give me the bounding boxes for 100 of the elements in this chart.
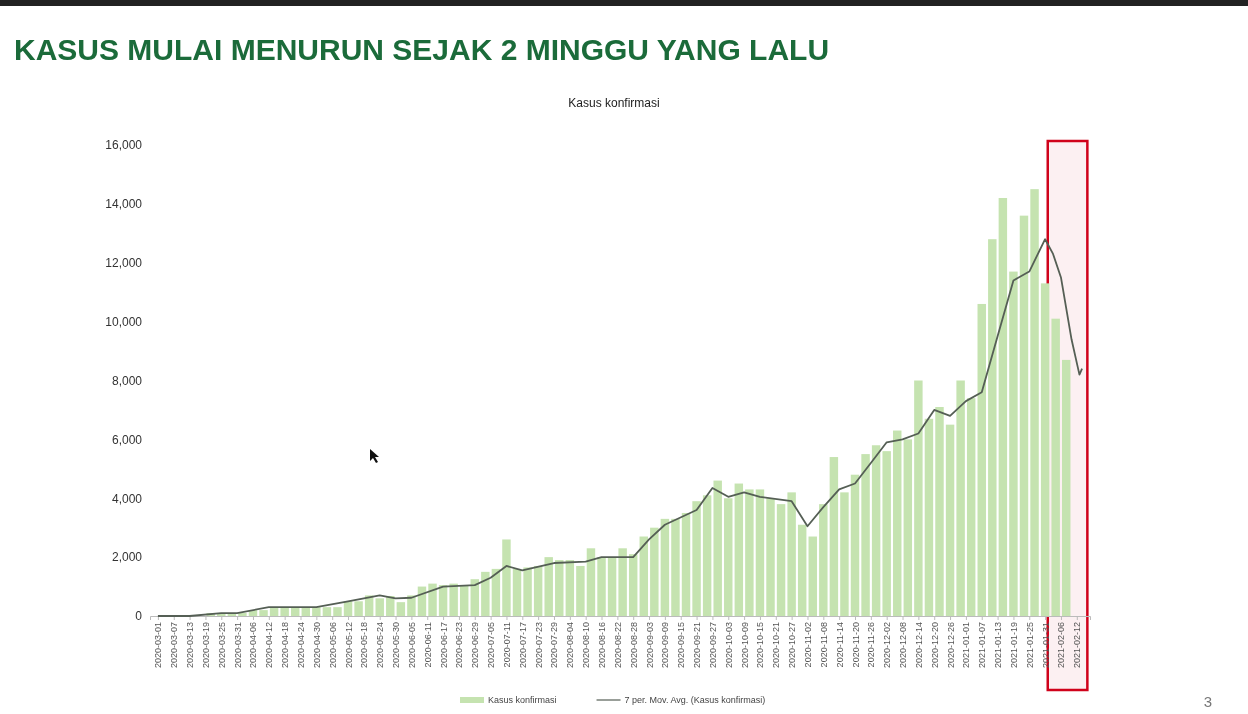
x-tick-label: 2020-08-28 — [628, 622, 639, 669]
x-tick-label: 2020-03-25 — [216, 622, 227, 669]
bar — [734, 483, 744, 616]
y-tick-label: 14,000 — [105, 197, 143, 212]
x-tick-label: 2020-12-14 — [913, 622, 924, 669]
x-tick-label: 2020-10-09 — [739, 622, 750, 669]
bar — [787, 492, 796, 616]
x-tick-label: 2020-08-22 — [612, 622, 623, 669]
bar — [259, 610, 268, 616]
bar — [745, 489, 754, 616]
line-series — [157, 238, 1083, 617]
bar — [354, 601, 363, 616]
bar — [808, 536, 817, 616]
bar — [861, 454, 870, 616]
bar — [438, 585, 448, 616]
y-tick-label: 4,000 — [111, 491, 143, 506]
x-tick-label: 2020-08-16 — [597, 622, 608, 669]
x-tick-label: 2021-02-06 — [1056, 622, 1067, 669]
bar — [555, 560, 564, 616]
x-tick-label: 2020-04-06 — [248, 622, 259, 669]
x-tick-label: 2020-11-02 — [802, 622, 813, 668]
y-tick-label: 8,000 — [111, 373, 143, 388]
x-tick-label: 2020-07-29 — [549, 622, 560, 669]
x-tick-label: 2020-11-26 — [866, 622, 877, 668]
bar — [966, 398, 976, 616]
bar — [988, 239, 997, 616]
bar — [797, 524, 807, 616]
x-tick-label: 2021-01-01 — [961, 622, 972, 669]
bar — [998, 197, 1008, 616]
bar — [523, 567, 532, 616]
x-tick-label: 2020-05-12 — [343, 622, 354, 669]
x-tick-label: 2020-10-21 — [771, 622, 782, 669]
bar — [491, 568, 501, 616]
bar — [893, 430, 902, 616]
x-tick-label: 2021-01-13 — [993, 622, 1004, 669]
x-tick-label: 2020-04-18 — [280, 622, 291, 669]
bar — [512, 568, 522, 616]
bar — [597, 557, 606, 616]
x-tick-label: 2021-02-12 — [1072, 622, 1083, 669]
bar — [660, 518, 670, 616]
bar — [618, 548, 627, 616]
x-tick-label: 2020-05-30 — [391, 622, 402, 669]
x-tick-label: 2020-04-12 — [264, 622, 275, 669]
x-tick-label: 2020-03-31 — [232, 622, 243, 669]
bar — [481, 571, 490, 616]
bar — [650, 527, 659, 616]
bar — [766, 498, 775, 616]
bar — [502, 539, 511, 616]
y-tick-label: 12,000 — [105, 256, 143, 271]
x-tick-label: 2020-03-19 — [200, 622, 211, 669]
x-tick-label: 2020-10-15 — [755, 622, 766, 669]
bar — [428, 583, 437, 616]
y-tick-label: 0 — [135, 609, 143, 624]
bar — [977, 303, 986, 616]
x-tick-label: 2020-06-23 — [454, 622, 465, 669]
y-tick-label: 10,000 — [105, 314, 143, 329]
bar — [1030, 189, 1039, 616]
bar — [681, 512, 691, 616]
x-tick-label: 2020-12-26 — [945, 622, 956, 669]
x-tick-label: 2020-05-06 — [327, 622, 338, 669]
bar — [639, 536, 648, 616]
x-tick-label: 2020-04-24 — [296, 622, 307, 669]
bar — [470, 579, 479, 616]
x-tick-label: 2020-12-20 — [929, 622, 940, 669]
bar — [882, 451, 891, 616]
x-tick-label: 2020-11-08 — [818, 622, 829, 668]
bar — [459, 585, 469, 616]
bar — [935, 406, 944, 616]
bar — [312, 607, 321, 616]
x-tick-label: 2020-09-09 — [660, 622, 671, 669]
text: 3 — [1203, 693, 1212, 710]
x-tick-label: 2020-07-17 — [517, 622, 528, 669]
bar — [914, 380, 923, 616]
x-tick-label: 2020-12-02 — [882, 622, 893, 669]
x-tick-label: 2020-03-07 — [169, 622, 180, 669]
x-tick-label: 2020-09-21 — [692, 622, 703, 669]
bar — [386, 595, 395, 616]
bar — [819, 504, 828, 616]
bar — [407, 595, 416, 616]
bar — [1051, 318, 1060, 616]
bar — [333, 607, 342, 616]
bar — [449, 583, 458, 616]
x-tick-label: 2020-09-03 — [644, 622, 655, 669]
bar — [840, 492, 849, 616]
bar — [871, 445, 881, 616]
bar — [1062, 359, 1071, 616]
x-tick-label: 2020-09-27 — [707, 622, 718, 669]
x-tick-label: 2020-06-29 — [470, 622, 481, 669]
x-tick-label: 2020-06-05 — [406, 622, 417, 669]
bar — [850, 474, 860, 616]
x-tick-label: 2020-07-05 — [486, 622, 497, 669]
x-tick-label: 2020-03-01 — [153, 622, 164, 669]
x-tick-label: 2020-09-15 — [676, 622, 687, 669]
x-tick-label: 2021-01-25 — [1024, 622, 1035, 669]
x-tick-label: 2020-12-08 — [898, 622, 909, 669]
bar — [628, 554, 638, 616]
x-tick-label: 2020-05-24 — [375, 622, 386, 669]
bar — [956, 380, 965, 616]
bar — [903, 439, 913, 616]
bar — [544, 557, 553, 616]
